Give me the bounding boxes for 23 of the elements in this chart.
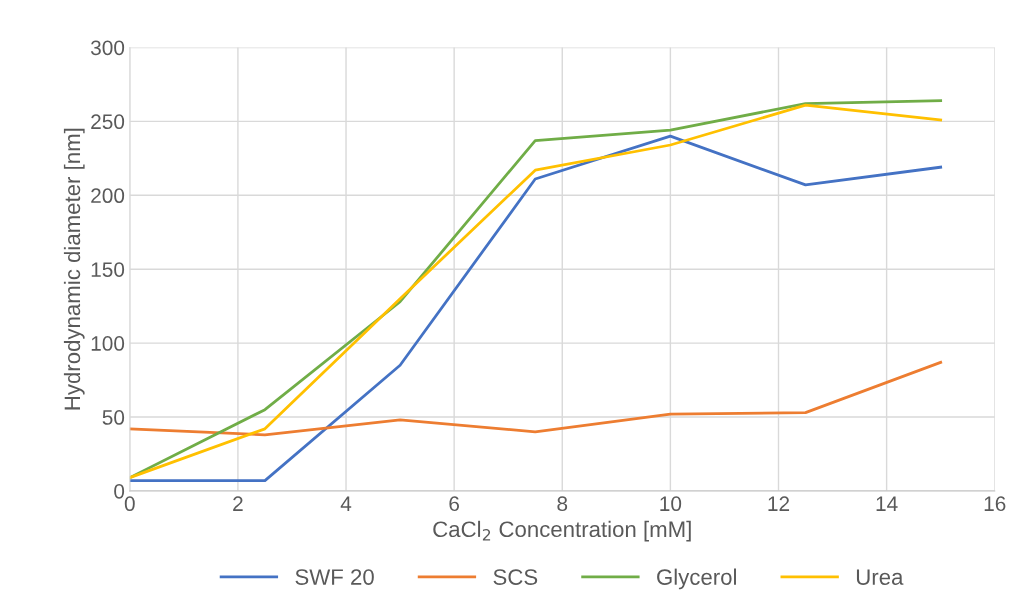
legend-label: Glycerol	[657, 568, 736, 590]
x-axis-title: CaCl$_{2}$ Concentration [mM]	[433, 520, 691, 542]
y-tick-label: 0	[114, 483, 125, 499]
y-tick-label: 50	[102, 410, 125, 425]
x-tick-label: 4	[340, 496, 352, 511]
line-series	[129, 360, 943, 437]
y-axis-title: Hydrodynamic diameter [nm]	[63, 128, 85, 410]
x-tick-label: 8	[557, 496, 568, 512]
x-tick-label: 16	[984, 496, 1006, 512]
y-tick-label: 200	[91, 188, 125, 204]
legend-label: SCS	[493, 569, 538, 585]
y-tick-label: 150	[91, 262, 125, 277]
x-tick-label: 10	[660, 496, 682, 512]
legend-label: Urea	[856, 569, 904, 585]
y-tick-label: 100	[91, 336, 125, 351]
x-tick-label: 2	[233, 496, 243, 511]
y-tick-label: 250	[91, 114, 125, 130]
x-tick-label: 0	[124, 496, 135, 512]
y-tick-label: 300	[90, 40, 125, 56]
x-tick-label: 6	[449, 496, 460, 512]
legend-label: SWF 20	[295, 569, 374, 585]
x-tick-label: 14	[876, 496, 898, 511]
x-tick-label: 12	[768, 496, 790, 511]
